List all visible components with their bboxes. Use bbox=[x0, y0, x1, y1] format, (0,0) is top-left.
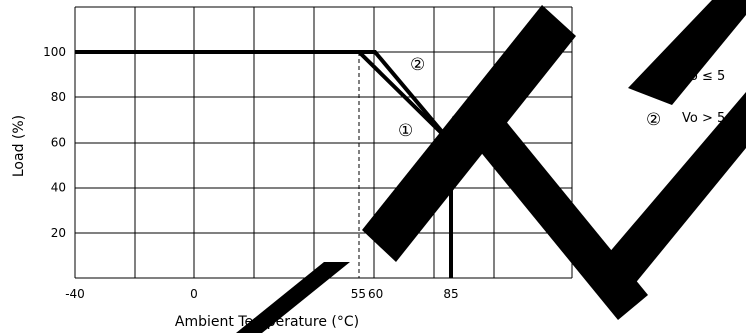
legend-marker-2: ② bbox=[646, 110, 661, 130]
series-line-2 bbox=[75, 50, 453, 278]
legend: ① Vo ≤ 5 ② Vo > 5 bbox=[646, 67, 725, 130]
y-tick-label: 100 bbox=[43, 45, 66, 59]
x-tick-label: 55 bbox=[351, 287, 366, 301]
series-marker-1: ① bbox=[398, 121, 413, 141]
x-axis-label: Ambient Temperature (°C) bbox=[175, 314, 359, 330]
series-marker-2: ② bbox=[410, 55, 425, 75]
watermark-stripe-1 bbox=[236, 262, 350, 333]
y-tick-label: 60 bbox=[51, 135, 66, 149]
y-tick-label: 20 bbox=[51, 226, 66, 240]
watermark-stripe-4 bbox=[590, 92, 746, 302]
y-tick-label: 40 bbox=[51, 181, 66, 195]
x-tick-label: -40 bbox=[65, 287, 85, 301]
x-tick-label: 0 bbox=[190, 287, 198, 301]
x-tick-label: 85 bbox=[443, 287, 458, 301]
y-tick-label: 80 bbox=[51, 90, 66, 104]
watermark-stripe-5 bbox=[628, 0, 746, 105]
y-tick-labels: 20 40 60 80 100 bbox=[43, 45, 66, 240]
series-lines bbox=[75, 50, 453, 278]
legend-marker-1: ① bbox=[646, 67, 661, 87]
legend-label-2: Vo > 5 bbox=[682, 111, 725, 126]
watermark-stripe-3 bbox=[452, 92, 648, 320]
chart-grid bbox=[74, 6, 573, 279]
y-axis-label: Load (%) bbox=[11, 115, 27, 177]
x-tick-labels: -40 0 55 60 85 bbox=[65, 287, 458, 301]
x-tick-label: 60 bbox=[368, 287, 383, 301]
legend-label-1: Vo ≤ 5 bbox=[682, 69, 725, 84]
watermark bbox=[236, 0, 746, 333]
